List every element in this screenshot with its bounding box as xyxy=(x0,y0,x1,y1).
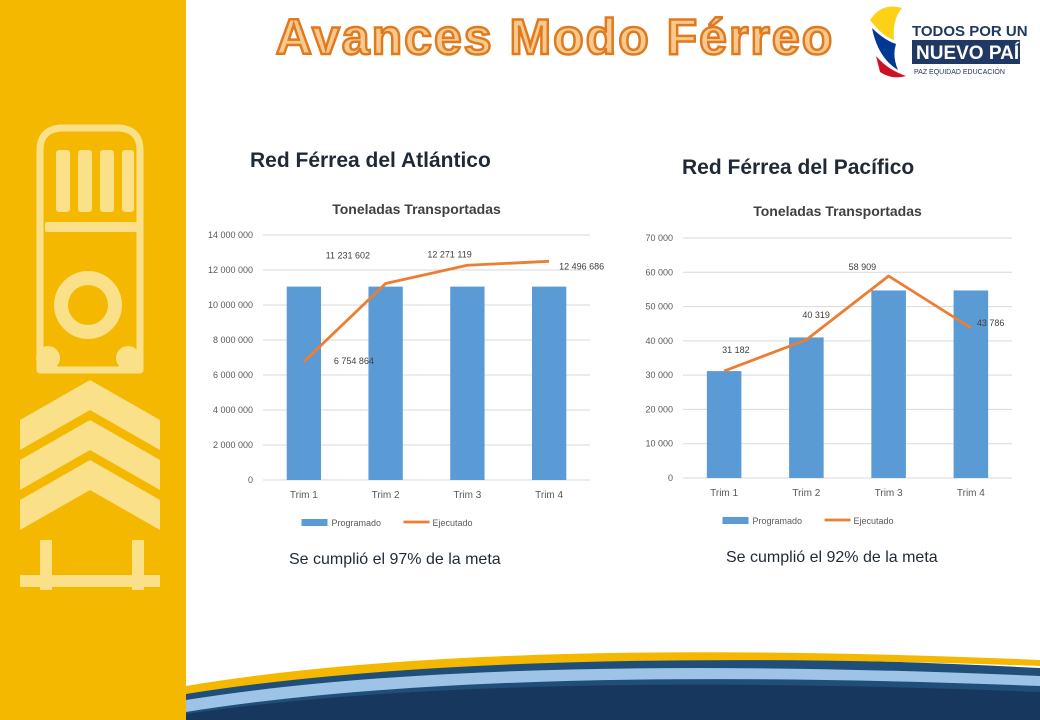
government-logo: TODOS POR UN NUEVO PAÍS PAZ EQUIDAD EDUC… xyxy=(870,6,1032,78)
bar-programado xyxy=(531,286,567,480)
x-tick-label: Trim 2 xyxy=(372,490,400,501)
left-chart: Toneladas Transportadas 0 2 000 000 4 000 0… xyxy=(208,201,604,528)
data-label: 58 909 xyxy=(849,262,877,272)
bar-programado xyxy=(286,286,322,480)
left-chart-heading: Red Férrea del Atlántico xyxy=(250,149,491,172)
y-tick-label: 60 000 xyxy=(645,267,673,277)
y-tick-label: 4 000 000 xyxy=(213,405,253,415)
legend-label-programado: Programado xyxy=(332,518,382,528)
legend-label-ejecutado: Ejecutado xyxy=(433,518,473,528)
bar-programado xyxy=(368,286,403,480)
left-goal-note: Se cumplió el 97% de la meta xyxy=(289,551,501,568)
y-tick-label: 0 xyxy=(248,475,253,485)
bar-programado xyxy=(706,371,742,478)
train-icon xyxy=(20,124,160,590)
bar-programado xyxy=(789,337,824,478)
colombia-flag-icon xyxy=(870,6,906,78)
y-tick-label: 14 000 000 xyxy=(208,230,253,240)
data-label: 11 231 602 xyxy=(326,250,370,260)
logo-line-3: PAZ EQUIDAD EDUCACIÓN xyxy=(914,67,1005,76)
x-tick-label: Trim 1 xyxy=(710,488,738,499)
data-label: 40 319 xyxy=(802,310,830,320)
logo-line-2: NUEVO PAÍS xyxy=(916,42,1032,64)
right-goal-note: Se cumplió el 92% de la meta xyxy=(726,549,938,566)
y-tick-label: 30 000 xyxy=(645,370,673,380)
x-tick-label: Trim 4 xyxy=(957,488,985,499)
sidebar-banner xyxy=(0,0,186,720)
data-label: 6 754 864 xyxy=(334,356,374,366)
right-chart-heading: Red Férrea del Pacífico xyxy=(682,156,915,179)
legend-label-programado: Programado xyxy=(753,516,803,526)
legend-swatch-programado xyxy=(301,519,328,526)
legend-swatch-programado xyxy=(722,517,749,524)
bar-programado xyxy=(871,290,906,478)
y-tick-label: 0 xyxy=(668,473,673,483)
data-label: 12 271 119 xyxy=(427,249,471,259)
legend-label-ejecutado: Ejecutado xyxy=(854,516,894,526)
data-label: 31 182 xyxy=(722,345,750,355)
y-tick-label: 10 000 000 xyxy=(208,300,253,310)
data-label: 43 786 xyxy=(977,318,1005,328)
bar-programado xyxy=(450,286,485,480)
page-title: Avances Modo Férreo xyxy=(274,8,835,67)
x-tick-label: Trim 1 xyxy=(290,490,318,501)
y-tick-label: 2 000 000 xyxy=(213,440,253,450)
y-tick-label: 70 000 xyxy=(645,233,673,243)
y-tick-label: 6 000 000 xyxy=(213,370,253,380)
data-label: 12 496 686 xyxy=(559,261,604,271)
right-chart: Toneladas Transportadas 0 10 000 20 000 30 0… xyxy=(645,203,1012,526)
x-tick-label: Trim 4 xyxy=(535,490,563,501)
logo-line-1: TODOS POR UN xyxy=(912,23,1028,40)
x-tick-label: Trim 2 xyxy=(792,488,820,499)
y-tick-label: 40 000 xyxy=(645,336,673,346)
line-ejecutado xyxy=(302,259,550,363)
y-tick-label: 20 000 xyxy=(645,404,673,414)
line-ejecutado xyxy=(723,274,972,373)
page-title-text: Avances Modo Férreo xyxy=(276,9,835,65)
y-tick-label: 8 000 000 xyxy=(213,335,253,345)
chart-title: Toneladas Transportadas xyxy=(753,203,922,219)
y-tick-label: 12 000 000 xyxy=(208,265,253,275)
x-tick-label: Trim 3 xyxy=(453,490,481,501)
chart-title: Toneladas Transportadas xyxy=(332,201,501,217)
y-tick-label: 10 000 xyxy=(645,439,673,449)
x-tick-label: Trim 3 xyxy=(875,488,903,499)
footer-wave-decoration xyxy=(186,652,1040,720)
y-tick-label: 50 000 xyxy=(645,302,673,312)
